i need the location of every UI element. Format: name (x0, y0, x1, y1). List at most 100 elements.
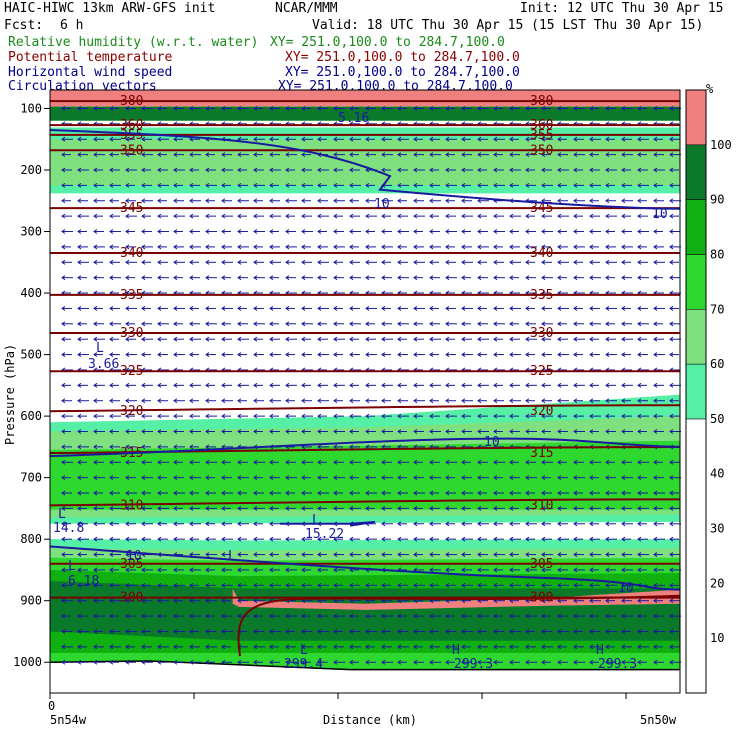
wind-vector-head (61, 244, 66, 250)
wind-vector-head (61, 659, 66, 665)
wind-vector-head (333, 213, 338, 219)
wind-vector-head (349, 398, 354, 404)
wind-speed-label: 299.3 (454, 657, 493, 672)
wind-vector-head (461, 275, 466, 281)
wind-vector-head (77, 459, 82, 465)
wind-vector-head (109, 382, 114, 388)
wind-vector-head (557, 106, 562, 111)
wind-vector-head (541, 429, 546, 434)
wind-vector-head (493, 459, 498, 465)
colorbar-tick-label: 10 (710, 631, 724, 645)
wind-vector-head (285, 659, 290, 665)
wind-vector-head (125, 659, 130, 665)
wind-vector-head (77, 613, 82, 619)
wind-vector-head (333, 505, 338, 511)
wind-vector-head (541, 629, 546, 634)
wind-vector-head (93, 444, 98, 450)
wind-vector-head (109, 136, 114, 142)
wind-vector-head (205, 521, 210, 527)
wind-vector-head (669, 505, 674, 511)
wind-vector-head (605, 552, 610, 557)
wind-vector-head (445, 475, 450, 481)
wind-vector-head (285, 382, 290, 388)
wind-vector-head (653, 321, 658, 327)
wind-vector-head (269, 629, 274, 634)
wind-vector-head (333, 398, 338, 404)
wind-vector-head (141, 629, 146, 634)
wind-extremum-label: L (68, 559, 76, 574)
wind-vector-head (637, 521, 642, 527)
wind-vector-head (93, 136, 98, 142)
wind-vector-head (381, 198, 386, 204)
wind-vector-head (573, 229, 578, 234)
wind-vector-head (413, 336, 418, 342)
wind-vector-head (189, 167, 194, 173)
wind-vector-head (525, 336, 530, 342)
wind-vector-head (109, 429, 114, 434)
wind-vector-head (93, 536, 98, 542)
wind-vector-head (125, 398, 130, 404)
wind-vector-head (189, 598, 194, 604)
wind-vector-head (541, 475, 546, 481)
wind-vector-head (429, 429, 434, 434)
wind-vector-head (509, 275, 514, 281)
wind-vector-head (397, 413, 402, 419)
wind-vector-head (285, 613, 290, 619)
wind-vector-head (205, 429, 210, 434)
wind-vector-head (125, 136, 130, 142)
wind-vector-head (301, 505, 306, 511)
wind-vector-head (381, 536, 386, 542)
wind-vector-head (93, 167, 98, 173)
wind-vector-head (461, 644, 466, 650)
wind-vector-head (173, 152, 178, 158)
wind-vector-head (77, 505, 82, 511)
wind-vector-head (77, 644, 82, 650)
wind-vector-head (397, 536, 402, 542)
wind-vector-head (445, 490, 450, 496)
wind-vector-head (493, 152, 498, 158)
wind-vector-head (237, 490, 242, 496)
wind-vector-head (397, 229, 402, 234)
wind-vector-head (493, 213, 498, 219)
wind-vector-head (205, 336, 210, 342)
wind-vector-head (605, 459, 610, 465)
wind-vector-head (221, 429, 226, 434)
wind-vector-head (621, 229, 626, 234)
wind-vector-head (429, 521, 434, 527)
wind-vector-head (157, 198, 162, 204)
wind-vector-head (637, 659, 642, 665)
wind-vector-head (397, 259, 402, 265)
wind-vector-head (125, 321, 130, 327)
wind-vector-head (445, 505, 450, 511)
wind-vector-head (349, 321, 354, 327)
wind-vector-head (61, 567, 66, 573)
wind-vector-head (621, 659, 626, 665)
wind-vector-head (61, 136, 66, 142)
theta-contour-300-surface (237, 594, 681, 657)
theta-label: 360 (120, 118, 143, 133)
wind-vector-head (493, 629, 498, 634)
wind-vector-head (157, 659, 162, 665)
wind-vector-head (221, 336, 226, 342)
colorbar-bin (685, 309, 707, 365)
forecast-label: Fcst: (4, 18, 44, 33)
wind-vector-head (429, 552, 434, 557)
wind-vector-head (381, 229, 386, 234)
wind-vector-head (381, 352, 386, 357)
wind-vector-head (381, 475, 386, 481)
wind-vector-head (605, 429, 610, 434)
wind-vector-head (77, 213, 82, 219)
wind-vector-head (381, 613, 386, 619)
wind-vector-head (653, 213, 658, 219)
wind-vector-head (669, 136, 674, 142)
wind-vector-head (301, 152, 306, 158)
wind-vector-head (141, 567, 146, 573)
wind-vector-head (413, 413, 418, 419)
wind-vector-head (301, 567, 306, 573)
wind-vector-head (541, 306, 546, 311)
wind-vector-head (605, 336, 610, 342)
wind-vector-head (141, 521, 146, 527)
wind-vector-head (381, 644, 386, 650)
wind-vector-head (93, 306, 98, 311)
wind-vector-head (333, 490, 338, 496)
